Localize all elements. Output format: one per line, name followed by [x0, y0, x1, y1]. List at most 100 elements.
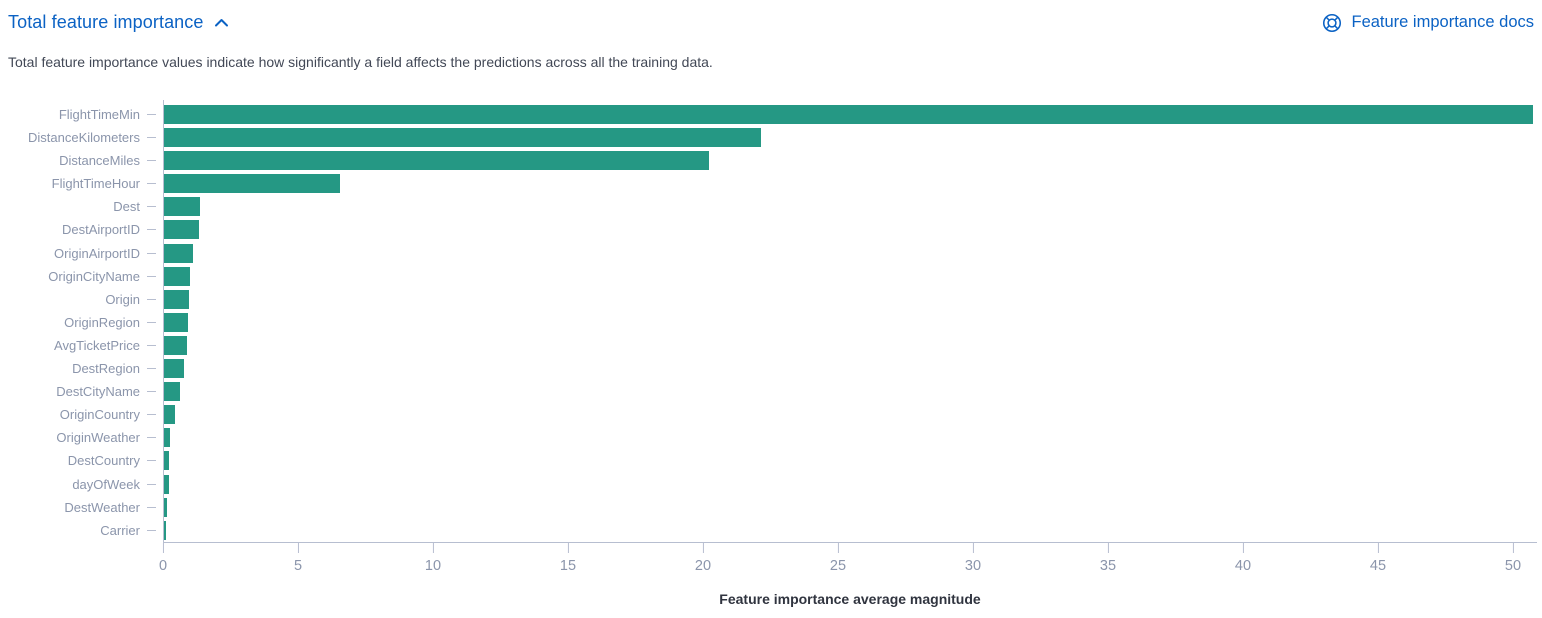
- panel-description: Total feature importance values indicate…: [8, 54, 713, 70]
- importance-bar[interactable]: [164, 474, 169, 494]
- bar-row: OriginRegion: [0, 311, 1542, 334]
- y-axis-label: FlightTimeMin: [58, 107, 140, 122]
- x-axis-tick-mark: [162, 543, 164, 553]
- x-axis-title: Feature importance average magnitude: [719, 591, 981, 607]
- importance-bar[interactable]: [164, 289, 190, 309]
- y-axis-label: dayOfWeek: [72, 476, 140, 492]
- importance-bar[interactable]: [164, 312, 188, 332]
- importance-bar[interactable]: [164, 359, 184, 379]
- bar-row: DistanceMiles: [0, 149, 1542, 172]
- importance-bar[interactable]: [164, 105, 1533, 124]
- x-axis-tick-label: 15: [559, 558, 577, 574]
- x-axis-tick: 0: [159, 543, 167, 574]
- y-axis-tick: [147, 275, 156, 277]
- feature-importance-chart: FlightTimeMin DistanceKilometers DistanceM…: [0, 100, 1542, 618]
- importance-bar[interactable]: [164, 405, 176, 425]
- help-lifebuoy-icon: [1322, 13, 1342, 33]
- importance-bar[interactable]: [164, 451, 169, 471]
- x-axis-tick-mark: [1512, 543, 1514, 553]
- x-axis-ticks: 0 5 10 15 20 25 30 35 40 45 50: [0, 543, 1542, 583]
- x-axis-tick: 10: [425, 543, 441, 574]
- y-axis-label: Origin: [105, 291, 140, 307]
- x-axis-tick: 20: [695, 543, 711, 574]
- x-axis-tick-label: 45: [1369, 558, 1387, 574]
- bar-row: OriginCityName: [0, 265, 1542, 288]
- bar-row: DestCityName: [0, 380, 1542, 403]
- x-axis-tick-label: 50: [1504, 558, 1522, 574]
- y-axis-label: OriginRegion: [64, 314, 140, 330]
- bar-row: DestWeather: [0, 496, 1542, 519]
- x-axis-tick: 30: [965, 543, 981, 574]
- x-axis-tick: 15: [560, 543, 576, 574]
- x-axis-tick: 50: [1505, 543, 1521, 574]
- y-axis-tick: [147, 229, 156, 231]
- y-axis-label: DistanceKilometers: [28, 130, 140, 146]
- importance-bar[interactable]: [164, 335, 187, 355]
- bar-rows: FlightTimeMin DistanceKilometers DistanceM…: [0, 103, 1542, 542]
- bar-row: AvgTicketPrice: [0, 334, 1542, 357]
- y-axis-line: [163, 100, 164, 542]
- x-axis-tick-mark: [1242, 543, 1244, 553]
- x-axis-tick-mark: [432, 543, 434, 553]
- y-axis-tick: [147, 391, 156, 393]
- total-feature-importance-accordion-toggle[interactable]: Total feature importance: [8, 12, 229, 33]
- y-axis-label: OriginCountry: [59, 407, 140, 423]
- y-axis-tick: [147, 506, 156, 508]
- y-axis-tick: [147, 368, 156, 370]
- y-axis-label: OriginAirportID: [54, 245, 140, 261]
- importance-bar[interactable]: [164, 197, 201, 217]
- bar-row: Carrier: [0, 519, 1542, 542]
- y-axis-tick: [147, 414, 156, 416]
- y-axis-tick: [147, 321, 156, 323]
- y-axis-label: FlightTimeHour: [51, 176, 140, 192]
- importance-bar[interactable]: [164, 520, 166, 540]
- x-axis-tick: 40: [1235, 543, 1251, 574]
- y-axis-label: DestWeather: [64, 499, 140, 515]
- x-axis-tick-label: 40: [1234, 558, 1252, 574]
- y-axis-label: AvgTicketPrice: [54, 337, 140, 353]
- y-axis-tick: [147, 483, 156, 485]
- y-axis-tick: [147, 206, 156, 208]
- x-axis-tick: 45: [1370, 543, 1386, 574]
- x-axis-tick-label: 5: [293, 558, 303, 574]
- importance-bar[interactable]: [164, 428, 170, 448]
- chevron-up-icon: [214, 18, 229, 28]
- y-axis-tick: [147, 344, 156, 346]
- y-axis-tick: [147, 298, 156, 300]
- x-axis-tick-label: 20: [694, 558, 712, 574]
- x-axis-tick: 25: [830, 543, 846, 574]
- y-axis-label: DestRegion: [72, 361, 140, 377]
- y-axis-label: OriginWeather: [56, 430, 140, 446]
- x-axis-tick-mark: [1377, 543, 1379, 553]
- x-axis-tick-mark: [972, 543, 974, 553]
- x-axis-tick-mark: [837, 543, 839, 553]
- importance-bar[interactable]: [164, 497, 168, 517]
- importance-bar[interactable]: [164, 174, 340, 194]
- y-axis-label: DestCountry: [67, 453, 140, 469]
- importance-bar[interactable]: [164, 151, 710, 171]
- bar-row: Dest: [0, 195, 1542, 218]
- importance-bar[interactable]: [164, 128, 761, 148]
- y-axis-label: DestCityName: [56, 384, 140, 400]
- feature-importance-docs-link[interactable]: Feature importance docs: [1322, 13, 1534, 33]
- docs-link-label: Feature importance docs: [1351, 13, 1534, 31]
- x-axis-tick-label: 0: [158, 558, 168, 574]
- importance-bar[interactable]: [164, 220, 200, 240]
- y-axis-label: OriginCityName: [48, 268, 140, 284]
- panel-title: Total feature importance: [8, 12, 204, 32]
- importance-bar[interactable]: [164, 382, 181, 402]
- bar-row: DestRegion: [0, 357, 1542, 380]
- y-axis-tick: [147, 114, 156, 115]
- bar-row: OriginAirportID: [0, 242, 1542, 265]
- x-axis-tick: 5: [294, 543, 302, 574]
- y-axis-tick: [147, 160, 156, 162]
- y-axis-label: Carrier: [100, 522, 140, 538]
- y-axis-tick: [147, 137, 156, 139]
- x-axis-line: [163, 542, 1537, 543]
- importance-bar[interactable]: [164, 266, 191, 286]
- importance-bar[interactable]: [164, 243, 193, 263]
- y-axis-label: Dest: [113, 199, 140, 215]
- bar-row: DestCountry: [0, 449, 1542, 472]
- x-axis-tick-mark: [1107, 543, 1109, 553]
- x-axis-tick-label: 35: [1099, 558, 1117, 574]
